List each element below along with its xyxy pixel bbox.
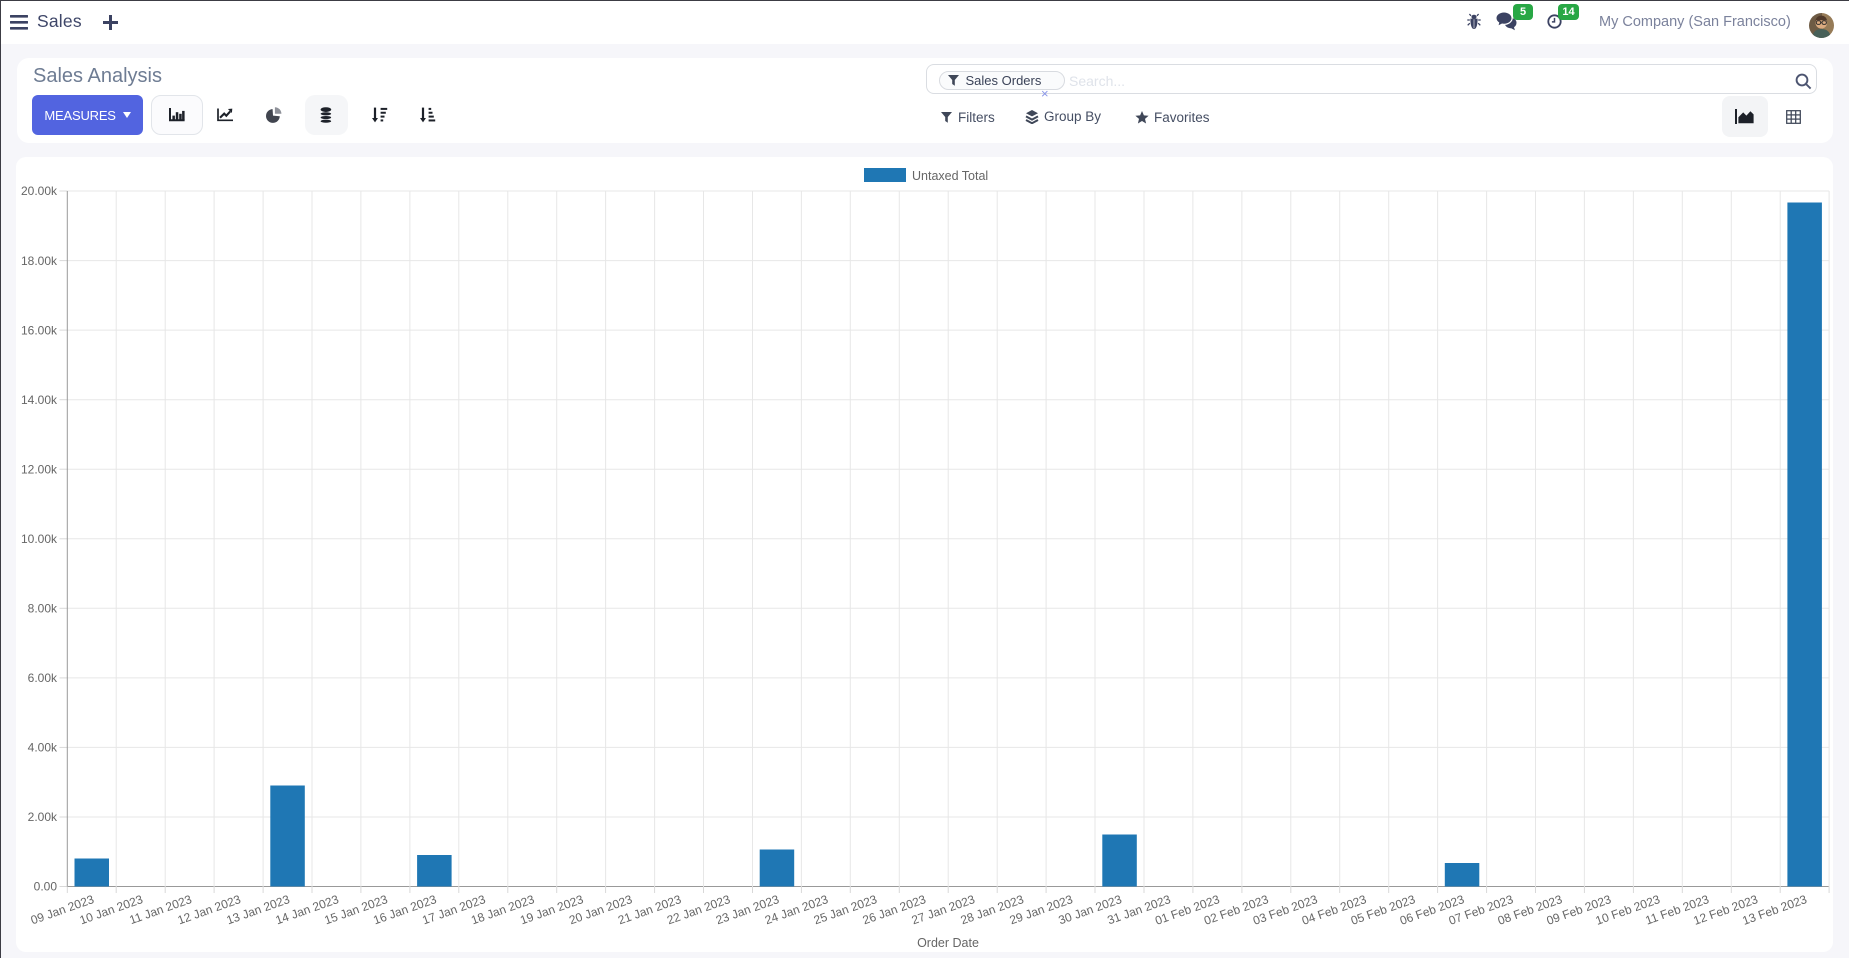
svg-text:Order Date: Order Date bbox=[917, 936, 979, 950]
svg-text:Untaxed Total: Untaxed Total bbox=[912, 169, 988, 183]
svg-text:4.00k: 4.00k bbox=[28, 741, 58, 755]
svg-text:8.00k: 8.00k bbox=[28, 602, 58, 616]
svg-text:0.00: 0.00 bbox=[34, 880, 58, 894]
svg-text:12.00k: 12.00k bbox=[21, 462, 58, 476]
svg-text:10.00k: 10.00k bbox=[21, 532, 58, 546]
svg-text:14.00k: 14.00k bbox=[21, 393, 58, 407]
svg-text:18.00k: 18.00k bbox=[21, 254, 58, 268]
svg-text:16.00k: 16.00k bbox=[21, 323, 58, 337]
svg-text:2.00k: 2.00k bbox=[28, 810, 58, 824]
svg-text:6.00k: 6.00k bbox=[28, 671, 58, 685]
svg-text:20.00k: 20.00k bbox=[21, 184, 58, 198]
